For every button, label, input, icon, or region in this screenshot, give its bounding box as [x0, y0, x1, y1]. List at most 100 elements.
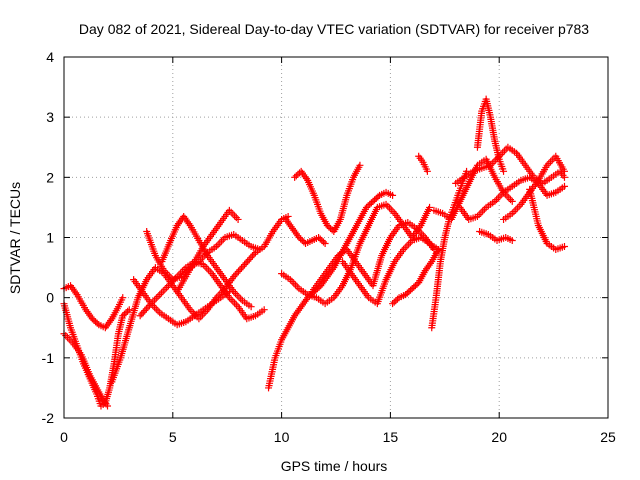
- x-tick-label: 10: [274, 429, 290, 445]
- y-tick-label: 1: [46, 230, 54, 246]
- data-point-fill: [403, 242, 411, 250]
- data-point-fill: [494, 194, 502, 202]
- data-point-fill: [294, 170, 302, 178]
- data-point-fill: [234, 267, 242, 275]
- data-point-fill: [203, 264, 211, 272]
- data-point-fill: [477, 209, 485, 217]
- y-tick-label: 4: [46, 49, 54, 65]
- data-point-fill: [152, 305, 160, 313]
- data-point-fill: [229, 210, 237, 218]
- data-point-fill: [157, 289, 165, 297]
- data-point-fill: [507, 196, 515, 204]
- data-point-fill: [92, 318, 100, 326]
- data-point: [234, 215, 242, 223]
- chart-title: Day 082 of 2021, Sidereal Day-to-day VTE…: [79, 21, 589, 37]
- data-point-fill: [62, 332, 70, 340]
- data-point-fill: [216, 239, 224, 247]
- data-point: [389, 191, 397, 199]
- data-point-fill: [510, 208, 518, 216]
- data-point-fill: [161, 285, 169, 293]
- data-point: [291, 173, 299, 181]
- data-point-fill: [364, 202, 372, 210]
- data-point-fill: [124, 307, 132, 315]
- data-point-fill: [498, 190, 506, 198]
- data-point-fill: [480, 205, 488, 213]
- data-point-fill: [327, 224, 335, 232]
- data-point: [369, 197, 377, 205]
- data-point: [119, 294, 127, 302]
- data-point-fill: [548, 156, 556, 164]
- data-point-fill: [163, 283, 171, 291]
- data-point: [241, 261, 249, 269]
- data-point: [321, 240, 329, 248]
- data-point-fill: [244, 257, 252, 265]
- data-point-fill: [144, 303, 152, 311]
- data-point-fill: [231, 212, 239, 220]
- data-point-fill: [413, 280, 421, 288]
- data-point: [247, 303, 255, 311]
- data-point-fill: [374, 193, 382, 201]
- data-point: [88, 315, 96, 323]
- data-point-fill: [387, 206, 395, 214]
- x-tick-label: 15: [383, 429, 399, 445]
- y-axis-label: SDTVAR / TECUs: [7, 182, 23, 294]
- data-point-fill: [232, 214, 240, 222]
- y-tick-label: -2: [42, 410, 55, 426]
- y-tick-label: -1: [42, 350, 55, 366]
- data-point: [508, 237, 516, 245]
- data-point-fill: [233, 269, 241, 277]
- data-point: [230, 273, 238, 281]
- data-point-fill: [298, 237, 306, 245]
- y-tick-label: 0: [46, 290, 54, 306]
- data-point: [389, 300, 397, 308]
- data-point: [323, 221, 331, 229]
- data-point: [402, 291, 410, 299]
- data-point-fill: [138, 310, 146, 318]
- data-point-fill: [214, 241, 222, 249]
- data-point-fill: [503, 192, 511, 200]
- data-point-fill: [297, 235, 305, 243]
- data-point-fill: [227, 295, 235, 303]
- data-point-fill: [231, 289, 239, 297]
- data-point-fill: [242, 259, 250, 267]
- data-point-fill: [372, 194, 380, 202]
- data-point: [315, 234, 323, 241]
- data-point: [434, 246, 442, 254]
- data-point-fill: [120, 310, 128, 318]
- data-point-fill: [93, 319, 101, 327]
- data-point-fill: [293, 283, 301, 291]
- data-point: [426, 203, 434, 211]
- data-point-fill: [229, 297, 237, 305]
- data-point-fill: [407, 286, 415, 294]
- data-point-fill: [232, 301, 240, 309]
- data-point-fill: [250, 250, 258, 258]
- data-point-fill: [290, 279, 298, 287]
- data-point: [104, 402, 112, 410]
- data-point-fill: [325, 223, 333, 231]
- data-point-fill: [513, 204, 521, 212]
- data-point-fill: [393, 295, 401, 303]
- data-point-fill: [204, 266, 212, 274]
- y-tick-label: 2: [46, 169, 54, 185]
- x-axis-label: GPS time / hours: [281, 458, 388, 474]
- data-point-fill: [152, 294, 160, 302]
- data-point-fill: [292, 172, 300, 180]
- data-point-fill: [233, 291, 241, 299]
- data-point-fill: [316, 235, 324, 243]
- data-point-fill: [239, 262, 247, 270]
- data-point-fill: [145, 301, 153, 309]
- data-point-fill: [237, 295, 245, 303]
- data-point-fill: [288, 277, 296, 285]
- data-point-fill: [154, 307, 162, 315]
- data-point-fill: [319, 238, 327, 246]
- data-point-fill: [248, 252, 256, 260]
- data-point: [500, 167, 508, 175]
- data-point-fill: [122, 309, 130, 317]
- data-point-fill: [231, 271, 239, 279]
- y-tick-label: 3: [46, 109, 54, 125]
- data-points: [60, 95, 568, 410]
- x-tick-label: 25: [600, 429, 616, 445]
- data-point-fill: [236, 266, 244, 274]
- data-point-fill: [405, 240, 413, 248]
- data-point-fill: [90, 316, 98, 324]
